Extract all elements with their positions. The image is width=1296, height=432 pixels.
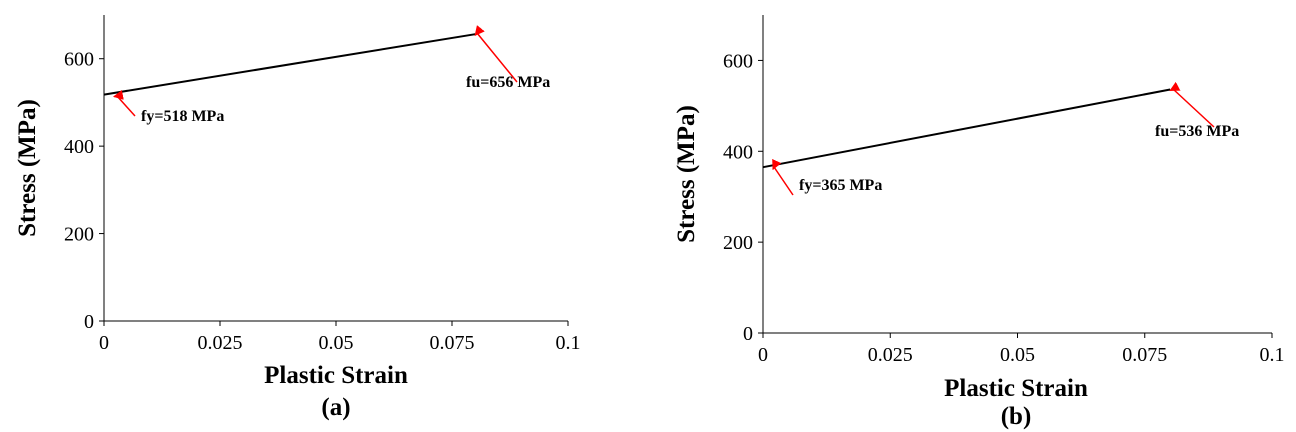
x-tick-label: 0.075 xyxy=(1122,344,1167,366)
x-axis-title: Plastic Strain xyxy=(264,362,408,389)
y-tick-label: 0 xyxy=(84,311,94,333)
annotation-group: fy=365 MPa fu=536 MPa xyxy=(772,81,1239,196)
annotation-group: fy=518 MPa fu=656 MPa xyxy=(113,25,550,125)
x-tick-label: 0.1 xyxy=(1260,344,1285,366)
annotation-label: fu=656 MPa xyxy=(466,74,550,91)
annotation-arrow xyxy=(474,25,518,83)
x-tick-label: 0 xyxy=(99,332,109,354)
series-group xyxy=(103,33,476,96)
y-tick-label: 400 xyxy=(64,136,94,158)
y-tick-label: 400 xyxy=(723,141,753,163)
x-tick-label: 0.05 xyxy=(1000,344,1035,366)
annotation-label: fu=536 MPa xyxy=(1155,123,1239,140)
y-tick-label: 600 xyxy=(64,49,94,71)
y-axis-title: Stress (MPa) xyxy=(14,99,41,237)
x-tick-label: 0.05 xyxy=(319,332,354,354)
y-tick-label: 200 xyxy=(723,232,753,254)
stress-strain-line xyxy=(103,33,476,96)
y-axis-title: Stress (MPa) xyxy=(673,105,700,243)
annotation-arrow xyxy=(113,89,136,117)
panel-label-a: (a) xyxy=(321,394,350,421)
annotation-label: fy=365 MPa xyxy=(799,177,882,194)
annotation-label: fy=518 MPa xyxy=(141,108,224,125)
y-tick-label: 0 xyxy=(743,323,753,345)
x-tick-label: 0.025 xyxy=(868,344,913,366)
x-tick-label: 0.075 xyxy=(430,332,475,354)
stress-strain-line xyxy=(762,88,1171,169)
x-tick-label: 0 xyxy=(758,344,768,366)
x-tick-label: 0.025 xyxy=(198,332,243,354)
annotation-arrow xyxy=(772,158,794,196)
tick-group: 0 0.025 0.05 0.075 0.1 0 200 400 600 xyxy=(723,50,1285,366)
annotation-arrow xyxy=(1169,81,1215,128)
series-group xyxy=(762,88,1171,169)
x-tick-label: 0.1 xyxy=(556,332,581,354)
tick-group: 0 0.025 0.05 0.075 0.1 0 200 400 600 xyxy=(64,49,581,354)
x-axis-title: Plastic Strain xyxy=(944,375,1088,402)
y-tick-label: 200 xyxy=(64,224,94,246)
panel-label-b: (b) xyxy=(1001,403,1032,430)
y-tick-label: 600 xyxy=(723,50,753,72)
